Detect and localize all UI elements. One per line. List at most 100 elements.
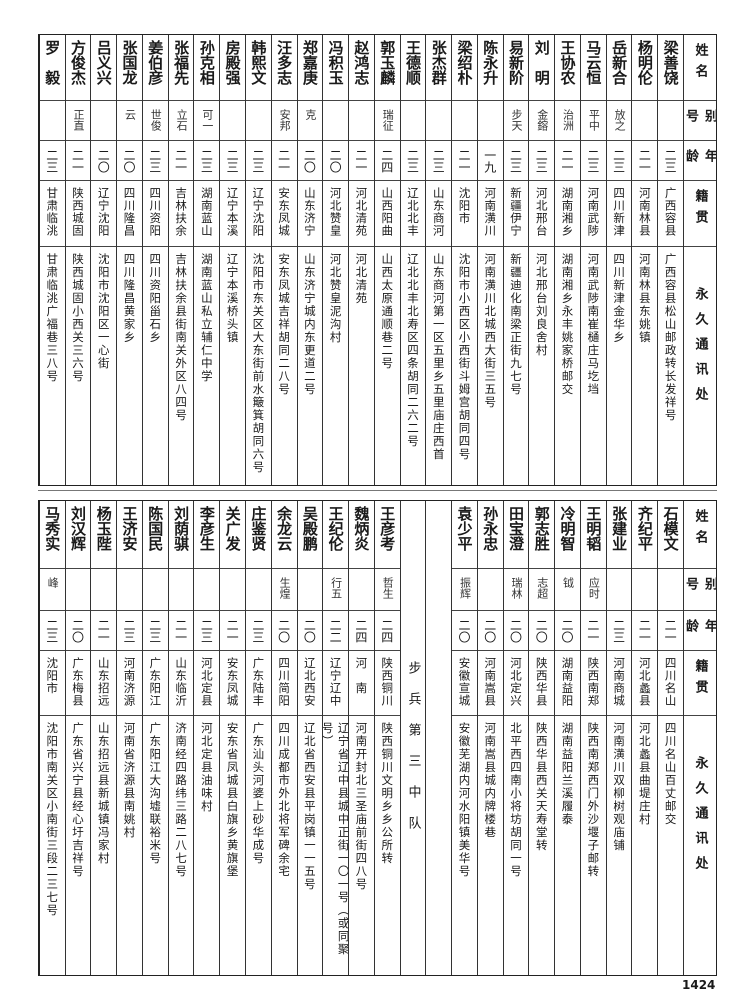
- person-column: 齐纪平 二一 河北蠡县 河北蠡县曲堤庄村: [631, 501, 658, 975]
- header-name: 姓名: [692, 43, 708, 85]
- cell-name: 魏炳炎: [349, 501, 374, 569]
- person-age: 二三: [44, 619, 59, 643]
- person-address: 甘肃临洮广福巷三八号: [45, 253, 60, 383]
- cell-address: 辽北北丰北寿区四条胡同二六二号: [401, 247, 426, 485]
- person-native: 四川资阳: [148, 187, 163, 237]
- person-native: 河北蠡县: [637, 657, 652, 707]
- cell-name: 余龙云: [271, 501, 297, 569]
- cell-native: 四川隆昌: [117, 181, 142, 247]
- cell-alias: [477, 569, 503, 611]
- header-cell-alias: 别号: [684, 569, 716, 611]
- person-name: 易新阶: [507, 40, 526, 85]
- person-column: 王明韬 应时 二一 陕西南郑 陕西南郑西门外沙堰子邮转: [579, 501, 606, 975]
- person-column: 冯积玉 二〇 河北赞皇 河北赞皇泥沟村: [322, 35, 349, 485]
- person-address: 辽北省西安县平岗镇一一五号: [302, 722, 317, 891]
- cell-native: 陕西城固: [65, 181, 91, 247]
- cell-age: 二一: [580, 611, 606, 651]
- cell-address: 山东济宁城内东更道二号: [298, 247, 323, 485]
- cell-address: 甘肃临洮广福巷三八号: [40, 247, 65, 485]
- cell-alias: 钺: [555, 569, 580, 611]
- cell-native: 山西阳曲: [374, 181, 400, 247]
- person-alias: 放之: [613, 109, 627, 131]
- cell-age: 二一: [658, 611, 683, 651]
- person-address: 河北邢台刘良舍村: [534, 253, 549, 357]
- person-native: 广东阳江: [148, 657, 163, 707]
- cell-age: 二〇: [529, 611, 555, 651]
- cell-native: 广西容县: [658, 181, 683, 247]
- unit-label: 步兵第三中队: [405, 661, 421, 847]
- person-age: 二三: [534, 149, 549, 173]
- person-name: 王纪伦: [326, 506, 345, 551]
- person-column: 马秀实峰二三 沈阳市 沈阳市南关区小南街三段二三七号: [39, 501, 65, 975]
- person-column: 田宝澄 瑞林 二〇 河北定兴 北平西四南小将坊胡同一号: [502, 501, 529, 975]
- cell-address: 四川成都市外北将军碑余宅: [272, 716, 297, 975]
- cell-age: 二一: [168, 141, 194, 181]
- person-name: 郭玉麟: [378, 40, 397, 85]
- person-native: 陕西城固: [71, 187, 85, 237]
- cell-age: 二一: [632, 141, 658, 181]
- person-column: 姜伯彦 世俊 二三 四川资阳 四川资阳甾石乡: [141, 35, 168, 485]
- person-native: 辽宁本溪: [225, 187, 240, 237]
- person-age: 二三: [585, 149, 600, 173]
- cell-address: 湖南益阳兰溪履泰: [555, 716, 580, 975]
- person-address: 四川新津金华乡: [612, 253, 627, 344]
- cell-name: 冷明智: [555, 501, 580, 569]
- person-native: 辽宁沈阳: [251, 187, 266, 237]
- cell-alias: 云: [117, 101, 142, 141]
- person-name: 田宝澄: [507, 506, 526, 551]
- cell-alias: 振辉: [452, 569, 477, 611]
- person-native: 河南嵩县: [483, 657, 498, 707]
- cell-age: 二三: [245, 611, 271, 651]
- person-column: 张国龙云二〇 四川隆昌 四川隆昌黄家乡: [116, 35, 142, 485]
- cell-alias: [349, 101, 374, 141]
- cell-address: 河南潢川北城西大街三五号: [478, 247, 503, 485]
- person-address: 四川名山百丈邮交: [663, 722, 678, 826]
- person-name: 梁绍朴: [455, 40, 474, 85]
- person-column: 张福先 立石 二一 吉林扶余 吉林扶余县街南关外区八四号: [167, 35, 194, 485]
- cell-age: 二〇: [117, 141, 142, 181]
- person-alias: 平中: [587, 109, 601, 131]
- person-age: 二〇: [302, 619, 317, 643]
- person-name: 杨玉陛: [94, 506, 113, 551]
- person-column: 吕义兴 二〇 辽宁沈阳 沈阳市沈阳区一心街: [90, 35, 117, 485]
- cell-alias: [91, 569, 117, 611]
- person-address: 广东阳江大沟墟联裕米号: [148, 722, 163, 865]
- person-age: 二三: [147, 149, 162, 173]
- person-address: 安徽芜湖内河水阳镇美华号: [457, 722, 472, 878]
- cell-alias: 哲生: [374, 569, 400, 611]
- person-address: 四川资阳甾石乡: [148, 253, 163, 344]
- header-cell-name: 姓名: [684, 501, 716, 569]
- person-column: 梁善饶 二三 广西容县 广西容县松山邮政转长发祥号: [657, 35, 683, 485]
- person-alias: 振辉: [458, 577, 472, 599]
- cell-address: 河南武陟南崔樋庄马圪垱: [581, 247, 606, 485]
- person-column: 庄鉴贤 二三 广东陆丰 广东汕头河婆上砂华成号: [244, 501, 271, 975]
- cell-age: 二〇: [503, 611, 529, 651]
- cell-native: 广东陆丰: [245, 651, 271, 716]
- person-address: 辽北北丰北寿区四条胡同二六二号: [405, 253, 420, 448]
- person-native: 河南林县: [637, 187, 652, 237]
- cell-native: 河南嵩县: [477, 651, 503, 716]
- header-cell-address: 永久通讯处: [684, 716, 716, 975]
- person-native: 山东临沂: [174, 657, 189, 707]
- cell-address: 北平西四南小将坊胡同一号: [504, 716, 529, 975]
- cell-age: 二一: [271, 141, 297, 181]
- cell-address: 沈阳市沈阳区一心街: [91, 247, 116, 485]
- cell-name: 陈永升: [477, 35, 503, 101]
- cell-name: 关广发: [220, 501, 245, 569]
- cell-alias: [632, 101, 658, 141]
- cell-age: 二二: [323, 611, 349, 651]
- person-address: 陕西华县西关天寿堂转: [534, 722, 549, 852]
- cell-age: 二一: [65, 141, 91, 181]
- person-address: 河北蠡县曲堤庄村: [637, 722, 652, 826]
- cell-age: 二一: [349, 141, 374, 181]
- person-name: 赵鸿志: [352, 40, 371, 85]
- cell-address: 河南省济源县南姚村: [117, 716, 142, 975]
- cell-age: 二〇: [452, 611, 477, 651]
- person-native: 山东济宁: [302, 187, 317, 237]
- cell-address: 安东凤城吉祥胡同二八号: [272, 247, 297, 485]
- cell-address: 河北蠡县曲堤庄村: [632, 716, 657, 975]
- cell-age: 二三: [503, 141, 529, 181]
- person-column: 陈国民 二三 广东阳江 广东阳江大沟墟联裕米号: [141, 501, 168, 975]
- cell-alias: [426, 101, 452, 141]
- cell-alias: [220, 101, 245, 141]
